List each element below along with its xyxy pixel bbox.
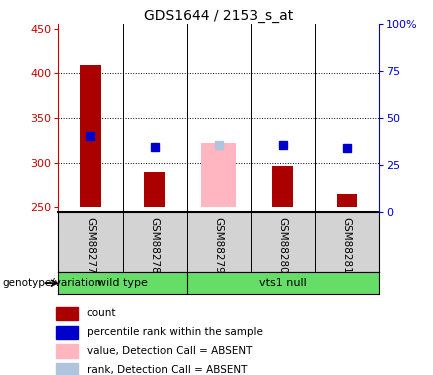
Bar [144, 172, 165, 207]
Bar [56, 307, 78, 320]
Bar [336, 194, 357, 207]
Text: GSM88278: GSM88278 [149, 217, 160, 273]
Text: percentile rank within the sample: percentile rank within the sample [87, 327, 262, 337]
Title: GDS1644 / 2153_s_at: GDS1644 / 2153_s_at [144, 9, 293, 23]
Bar [201, 143, 236, 207]
Bar [56, 326, 78, 339]
Text: rank, Detection Call = ABSENT: rank, Detection Call = ABSENT [87, 365, 247, 375]
Bar [56, 363, 78, 375]
Bar [272, 166, 293, 207]
Text: vts1 null: vts1 null [259, 278, 307, 288]
Bar [56, 344, 78, 358]
Text: count: count [87, 309, 116, 318]
Text: genotype/variation: genotype/variation [2, 278, 101, 288]
Text: wild type: wild type [97, 278, 148, 288]
Bar [80, 64, 101, 207]
Text: GSM88277: GSM88277 [85, 217, 96, 273]
Text: GSM88279: GSM88279 [213, 217, 224, 273]
Text: GSM88280: GSM88280 [278, 217, 288, 273]
Text: GSM88281: GSM88281 [342, 217, 352, 273]
Text: value, Detection Call = ABSENT: value, Detection Call = ABSENT [87, 346, 252, 356]
